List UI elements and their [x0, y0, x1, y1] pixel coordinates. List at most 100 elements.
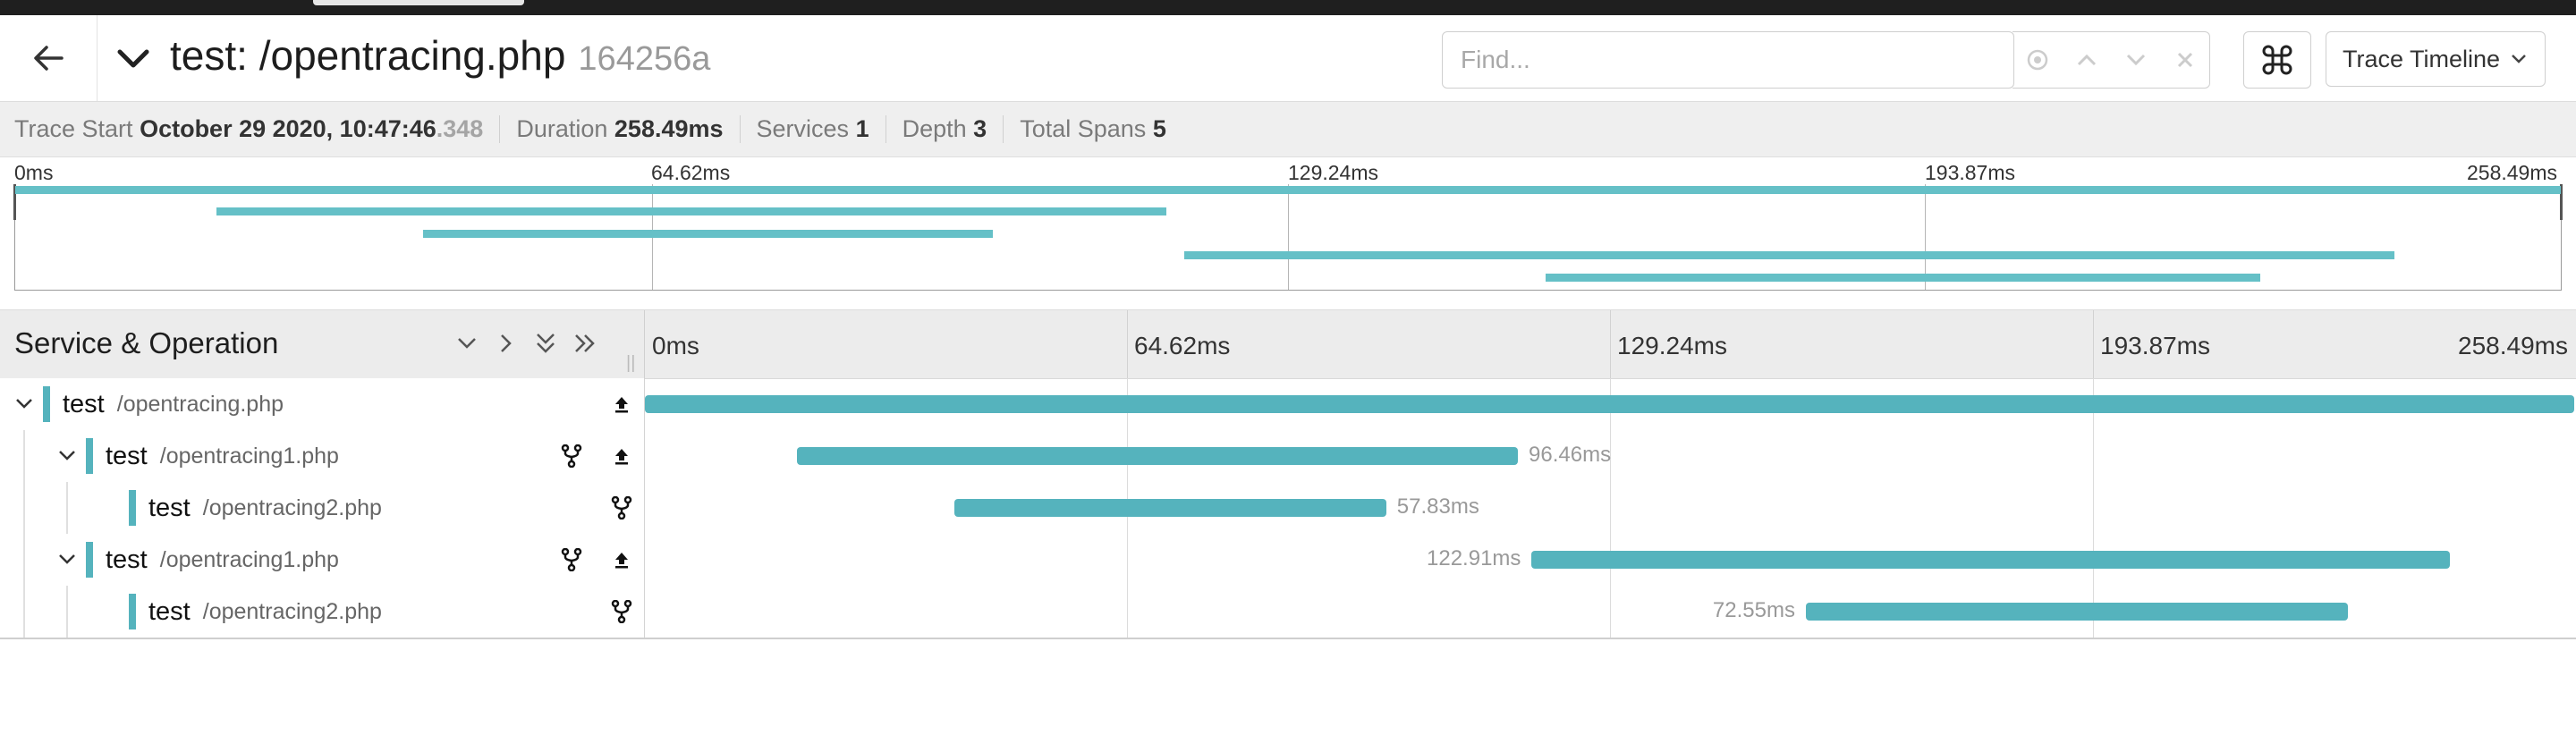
keyboard-shortcuts-button[interactable] [2243, 31, 2311, 89]
row-gridline [1610, 378, 1611, 638]
view-select-label: Trace Timeline [2343, 45, 2501, 72]
arrow-left-icon [34, 46, 64, 71]
collapse-one-button[interactable] [454, 328, 479, 359]
chevron-down-icon [2512, 55, 2526, 63]
close-icon [2177, 52, 2192, 68]
prev-match-button[interactable] [2069, 42, 2105, 78]
expand-one-button[interactable] [494, 328, 519, 359]
double-chevron-right-icon [575, 334, 595, 352]
fork-icon [558, 546, 585, 573]
header-gridline [1610, 310, 1611, 378]
minimap-tick-label: 64.62ms [651, 161, 731, 184]
span-service: test [148, 596, 191, 626]
span-toggle[interactable] [11, 391, 38, 418]
minimap-tick-label: 193.87ms [1925, 161, 2016, 184]
trace-title: test: /opentracing.php [170, 32, 566, 79]
span-row[interactable]: test /opentracing1.php 96.46ms [0, 430, 2576, 482]
span-service: test [63, 389, 105, 418]
header-gridline [2093, 310, 2094, 378]
minimap-span-bar [15, 186, 2561, 194]
clear-find-button[interactable] [2167, 42, 2203, 78]
span-toggle[interactable] [54, 443, 80, 469]
span-operation: /opentracing2.php [202, 598, 382, 624]
services-label: Services [756, 115, 850, 142]
service-color-bar [43, 386, 50, 422]
minimap-left-handle[interactable] [13, 184, 16, 220]
back-button[interactable] [0, 15, 97, 101]
timeline-tick-label: 64.62ms [1134, 332, 1231, 359]
minimap-tick-label: 258.49ms [2467, 161, 2558, 184]
service-operation-title: Service & Operation [14, 326, 279, 359]
depth: Depth 3 [902, 115, 1004, 143]
span-row[interactable]: test /opentracing.php [0, 378, 2576, 430]
find-box [1442, 31, 2014, 89]
timeline-tick-label: 193.87ms [2100, 332, 2210, 359]
span-name-cell[interactable]: test /opentracing2.php [0, 482, 645, 534]
span-operation: /opentracing1.php [159, 443, 339, 469]
column-divider [644, 310, 645, 378]
find-controls [2012, 31, 2210, 89]
trace-minimap[interactable]: 0ms 64.62ms 129.24ms 193.87ms 258.49ms [0, 157, 2576, 299]
duration: Duration 258.49ms [516, 115, 741, 143]
minimap-right-handle[interactable] [2560, 184, 2563, 220]
span-name: test /opentracing1.php [86, 542, 339, 578]
tree-guide [23, 534, 25, 586]
span-bar[interactable] [1805, 603, 2348, 621]
tree-guide [23, 430, 25, 482]
trace-start-ms: .348 [436, 115, 484, 142]
timeline-header: Service & Operation || 0ms 64.62ms 129.2… [0, 309, 2576, 379]
span-toggle[interactable] [54, 546, 80, 573]
span-name-cell[interactable]: test /opentracing2.php [0, 586, 645, 638]
trace-start-label: Trace Start [14, 115, 133, 142]
span-duration-label: 96.46ms [1529, 443, 1612, 467]
services-value: 1 [855, 115, 869, 142]
span-name: test /opentracing1.php [86, 438, 339, 474]
expand-all-button[interactable] [572, 328, 597, 359]
span-row[interactable]: test /opentracing1.php 122.91ms [0, 534, 2576, 586]
fork-icon [558, 443, 585, 469]
span-name-cell[interactable]: test /opentracing.php [0, 378, 645, 430]
chevron-down-icon [59, 451, 75, 460]
page-title: test: /opentracing.php 164256a [170, 31, 710, 85]
service-color-bar [86, 438, 93, 474]
minimap-canvas[interactable] [13, 184, 2563, 291]
span-bar[interactable] [953, 499, 1386, 517]
chevron-up-icon [2077, 54, 2096, 66]
tree-guide [66, 482, 68, 534]
span-row[interactable]: test /opentracing2.php 57.83ms [0, 482, 2576, 534]
locate-button[interactable] [2020, 42, 2055, 78]
span-bar[interactable] [1531, 551, 2450, 569]
upload-icon [608, 443, 635, 469]
trace-start-value: October 29 2020, 10:47:46 [140, 115, 436, 142]
collapse-all-button[interactable] [533, 328, 558, 359]
row-gridline [2093, 378, 2094, 638]
chevron-down-icon [16, 399, 32, 409]
span-name-cell[interactable]: test /opentracing1.php [0, 534, 645, 586]
span-duration-label: 57.83ms [1396, 494, 1479, 519]
timeline-tick-label: 129.24ms [1617, 332, 1727, 359]
find-input[interactable] [1443, 32, 2013, 88]
fork-icon [608, 494, 635, 521]
span-name-cell[interactable]: test /opentracing1.php [0, 430, 645, 482]
minimap-tick-label: 0ms [14, 161, 54, 184]
trace-start: Trace Start October 29 2020, 10:47:46.34… [14, 115, 501, 143]
span-row[interactable]: test /opentracing2.php 72.55ms [0, 586, 2576, 638]
chevron-down-icon [59, 554, 75, 564]
tree-guide [23, 586, 25, 638]
service-color-bar [129, 490, 136, 526]
span-bar[interactable] [797, 447, 1519, 465]
span-bar[interactable] [645, 395, 2574, 413]
span-name: test /opentracing.php [43, 386, 284, 422]
collapse-title-button[interactable] [111, 37, 156, 81]
span-service: test [148, 493, 191, 522]
upload-icon [608, 391, 635, 418]
next-match-button[interactable] [2118, 42, 2154, 78]
header-gridline [1127, 310, 1128, 378]
minimap-span-bar [216, 207, 1166, 216]
view-select[interactable]: Trace Timeline [2326, 31, 2546, 87]
column-resize-handle[interactable]: || [626, 353, 636, 373]
service-color-bar [86, 542, 93, 578]
minimap-gridline [1925, 184, 1926, 290]
timeline-tick-label: 0ms [652, 332, 699, 359]
duration-label: Duration [516, 115, 608, 142]
